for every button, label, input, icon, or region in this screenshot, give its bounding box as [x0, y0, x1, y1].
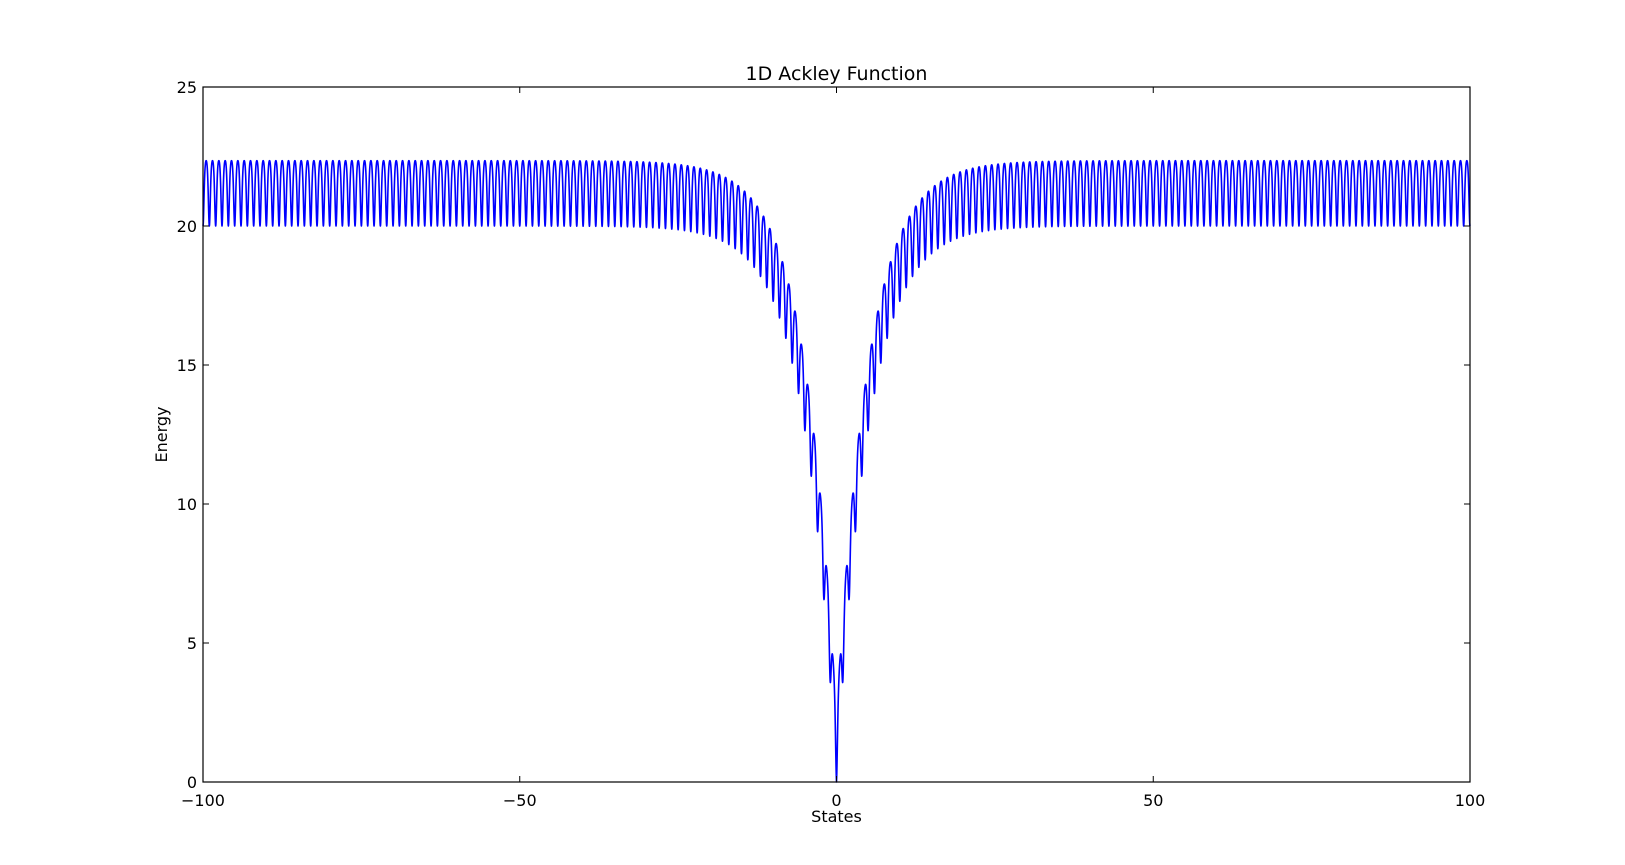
x-axis-label: States [811, 807, 862, 826]
y-tick-label: 10 [177, 495, 197, 514]
y-tick-labels: 0 5 10 15 20 25 [177, 78, 197, 792]
y-tick-label: 25 [177, 78, 197, 97]
x-tick-label: −50 [503, 791, 537, 810]
x-tick-label: 100 [1455, 791, 1486, 810]
y-axis-label: Energy [152, 406, 171, 462]
x-tick-label: −100 [181, 791, 225, 810]
plot-area [203, 87, 1470, 782]
y-tick-label: 15 [177, 356, 197, 375]
y-tick-label: 20 [177, 217, 197, 236]
x-tick-label: 0 [831, 791, 841, 810]
plot-frame [202, 86, 1471, 783]
y-tick-label: 5 [187, 634, 197, 653]
x-tick-label: 50 [1143, 791, 1163, 810]
x-tick-labels: −100 −50 0 50 100 [181, 791, 1485, 810]
chart-title: 1D Ackley Function [746, 63, 928, 85]
y-tick-label: 0 [187, 773, 197, 792]
